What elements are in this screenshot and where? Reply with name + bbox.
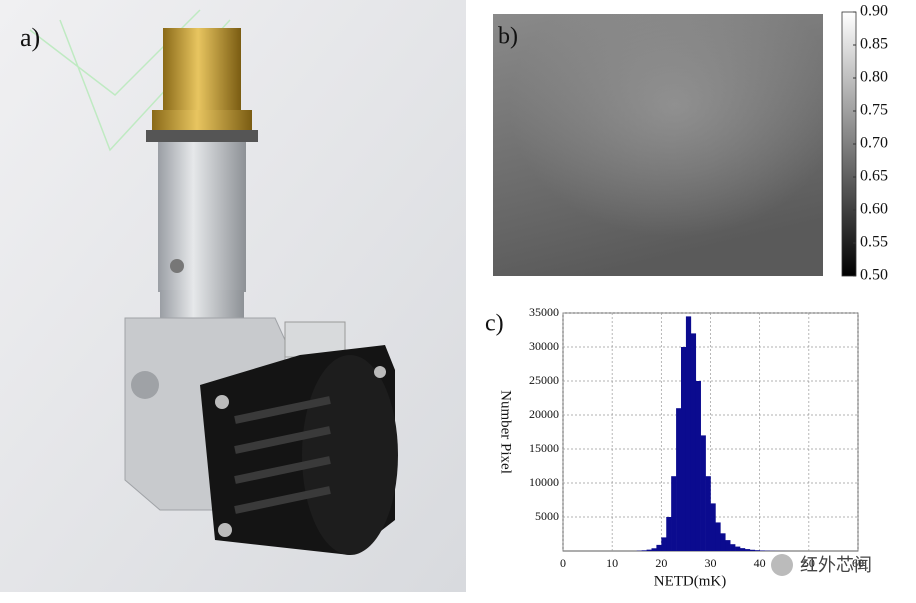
x-axis-title: NETD(mK) (654, 573, 726, 589)
watermark-text: 红外芯闻 (800, 555, 872, 576)
camera-photo: a) (0, 0, 466, 592)
x-tick-label: 60 (852, 556, 864, 570)
y-tick-label: 35000 (529, 305, 559, 319)
histogram-bar (676, 408, 682, 551)
watermark: 红外芯闻 (771, 554, 872, 576)
histogram-bar (705, 476, 711, 551)
histogram-bar (695, 381, 701, 551)
thermal-image (493, 11, 857, 277)
y-tick-label: 20000 (529, 407, 559, 421)
histogram-bar (749, 549, 756, 551)
histogram-bar (744, 549, 751, 551)
histogram-bar (754, 550, 760, 551)
histogram-bar (651, 548, 657, 551)
x-tick-label: 0 (560, 556, 566, 570)
histogram-bar (725, 540, 731, 551)
histogram-bar (641, 550, 647, 551)
x-tick-label: 10 (606, 556, 618, 570)
y-tick-label: 25000 (529, 373, 559, 387)
histogram-bar (690, 333, 697, 551)
x-tick-label: 20 (655, 556, 667, 570)
colorbar-tick-label: 0.75 (860, 102, 888, 119)
colorbar-tick-label: 0.55 (860, 234, 888, 251)
histogram-bar (735, 546, 741, 551)
histogram-bar (740, 548, 746, 551)
y-axis-title: Number Pixel (498, 390, 514, 474)
histogram-bar (656, 544, 662, 551)
y-tick-label: 5000 (535, 509, 559, 523)
colorbar-tick-label: 0.70 (860, 135, 888, 152)
histogram-bar (646, 549, 652, 551)
colorbar-tick-label: 0.85 (860, 36, 888, 53)
histogram-bar (661, 537, 667, 551)
histogram-bar (715, 522, 721, 551)
histogram-bar (700, 435, 706, 551)
x-tick-label: 40 (754, 556, 766, 570)
panel-label: b) (498, 24, 518, 50)
histogram-bar (681, 347, 687, 551)
histogram-bar (671, 476, 677, 551)
colorbar-tick-label: 0.90 (860, 3, 888, 20)
panel-label: c) (485, 311, 504, 337)
histogram-bar (730, 544, 736, 551)
colorbar-tick-label: 0.65 (860, 168, 888, 185)
y-tick-label: 30000 (529, 339, 559, 353)
colorbar-tick-label: 0.50 (860, 267, 888, 284)
panel-label: a) (20, 23, 40, 52)
histogram-bar (720, 533, 726, 551)
histogram-bar (666, 517, 672, 551)
histogram-bar (685, 316, 692, 551)
histogram-bar (710, 503, 716, 551)
histogram-bar (759, 550, 765, 551)
x-tick-label: 50 (803, 556, 815, 570)
colorbar-tick-label: 0.80 (860, 69, 888, 86)
y-tick-label: 10000 (529, 475, 559, 489)
x-tick-label: 30 (705, 556, 717, 570)
colorbar-tick-label: 0.60 (860, 201, 888, 218)
y-tick-label: 15000 (529, 441, 559, 455)
